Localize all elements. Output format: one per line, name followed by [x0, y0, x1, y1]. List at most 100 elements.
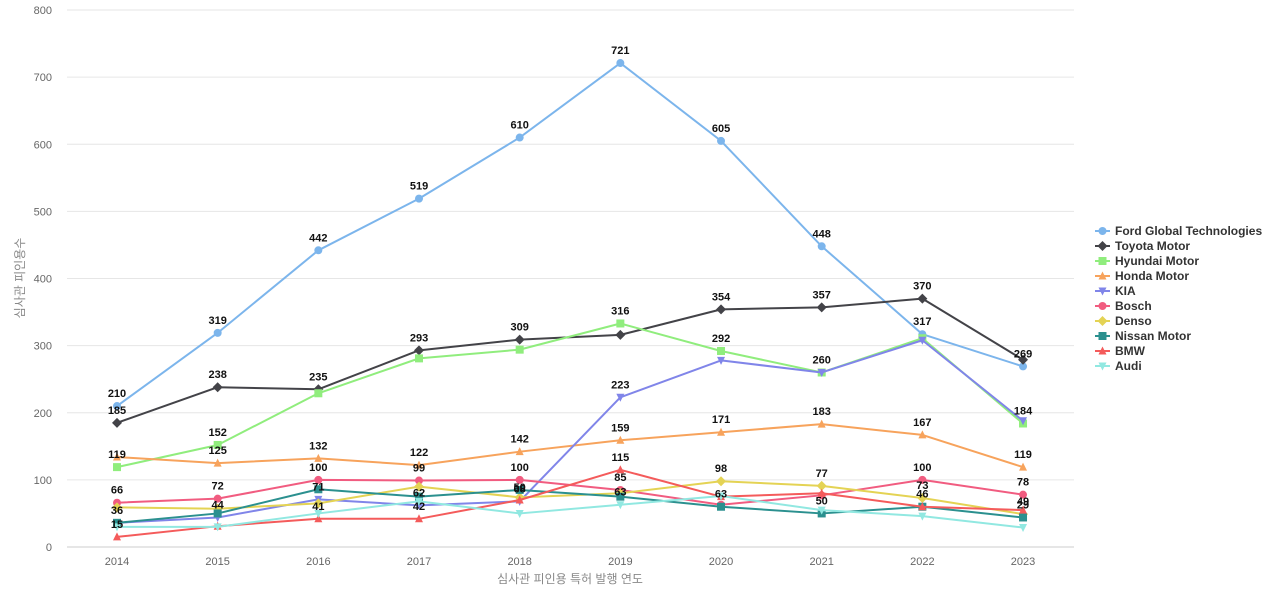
data-point — [515, 485, 524, 494]
data-point — [212, 503, 223, 514]
data-label: 448 — [813, 228, 831, 240]
data-point — [1019, 505, 1028, 514]
data-point — [1019, 490, 1028, 499]
data-point — [616, 435, 625, 444]
data-point — [415, 194, 424, 203]
data-point — [213, 523, 222, 532]
data-label: 183 — [813, 406, 831, 418]
data-point — [716, 304, 727, 315]
data-label: 519 — [410, 181, 428, 193]
legend-symbol — [1098, 332, 1107, 340]
data-label: 99 — [413, 463, 425, 475]
data-point — [918, 502, 927, 511]
data-point — [717, 427, 726, 436]
series-9 — [113, 465, 1028, 541]
data-label: 292 — [712, 333, 730, 345]
data-label: 122 — [410, 447, 428, 459]
data-point — [717, 136, 726, 145]
data-label: 316 — [611, 305, 629, 317]
data-label: 41 — [312, 501, 324, 513]
series-1 — [113, 59, 1028, 411]
y-tick-label: 0 — [46, 542, 52, 554]
data-point — [212, 382, 223, 393]
y-tick-label: 700 — [34, 72, 52, 84]
series-6 — [113, 475, 1028, 509]
data-point — [817, 242, 826, 251]
data-point — [313, 498, 324, 509]
x-tick-label: 2021 — [809, 556, 833, 568]
data-point — [113, 523, 121, 532]
data-label: 152 — [208, 427, 226, 439]
data-label: 63 — [614, 487, 626, 499]
legend-symbol — [1098, 227, 1107, 235]
data-label: 50 — [514, 482, 526, 494]
data-label: 269 — [1014, 348, 1032, 360]
data-label: 66 — [111, 485, 123, 497]
data-point — [415, 497, 424, 506]
data-label: 223 — [611, 379, 629, 391]
grid-lines — [67, 9, 1074, 548]
data-point — [515, 475, 524, 484]
series-line — [116, 423, 1024, 469]
legend-item: Hyundai Motor — [1095, 254, 1199, 268]
series-2 — [112, 293, 1029, 428]
data-point — [817, 488, 826, 497]
legend-symbol — [1098, 257, 1107, 265]
data-label: 235 — [309, 371, 327, 383]
legend-symbol — [1098, 302, 1107, 310]
data-label: 442 — [309, 232, 327, 244]
legend-symbol — [1098, 346, 1107, 355]
data-label: 36 — [111, 505, 123, 517]
legend-item: Bosch — [1095, 299, 1152, 313]
data-label: 100 — [913, 462, 931, 474]
legend-label: Audi — [1115, 359, 1142, 373]
series-line — [116, 468, 1024, 538]
data-point — [1018, 354, 1029, 365]
data-label: 132 — [309, 440, 327, 452]
data-label: 171 — [712, 414, 730, 426]
legend-label: KIA — [1115, 284, 1136, 298]
data-label: 610 — [511, 120, 529, 132]
data-point — [314, 453, 323, 462]
data-point — [817, 419, 826, 428]
x-tick-label: 2017 — [407, 556, 431, 568]
data-point — [716, 476, 727, 487]
data-label: 78 — [1017, 477, 1029, 489]
data-point — [717, 492, 726, 501]
data-point — [415, 492, 424, 501]
legend-symbol — [1098, 271, 1107, 280]
data-label: 100 — [511, 462, 529, 474]
series-lines — [112, 59, 1029, 541]
x-tick-label: 2015 — [205, 556, 229, 568]
legend-label: Nissan Motor — [1115, 329, 1191, 343]
data-point — [616, 393, 625, 402]
data-label: 71 — [312, 481, 324, 493]
series-line — [116, 62, 1024, 407]
data-label: 98 — [715, 463, 727, 475]
data-point — [917, 492, 928, 503]
data-point — [1019, 462, 1028, 471]
data-point — [113, 518, 121, 527]
data-point — [113, 402, 121, 411]
data-label: 119 — [1014, 449, 1032, 461]
y-tick-label: 600 — [34, 139, 52, 151]
data-label: 354 — [712, 291, 731, 303]
data-point — [415, 514, 424, 523]
data-point — [515, 509, 524, 518]
data-point — [113, 463, 121, 472]
data-point — [415, 354, 424, 363]
data-point — [1019, 524, 1028, 533]
x-tick-label: 2022 — [910, 556, 934, 568]
legend-item: Toyota Motor — [1095, 239, 1190, 253]
data-label: 142 — [511, 434, 529, 446]
legend-label: Bosch — [1115, 299, 1152, 313]
data-point — [616, 492, 625, 501]
y-tick-label: 800 — [34, 5, 52, 17]
data-label: 317 — [913, 316, 931, 328]
legend-item: Ford Global Technologies — [1095, 224, 1262, 238]
y-tick-label: 500 — [34, 206, 52, 218]
data-point — [515, 495, 524, 504]
data-point — [414, 345, 425, 356]
data-point — [314, 475, 323, 484]
data-label: 370 — [913, 281, 931, 293]
